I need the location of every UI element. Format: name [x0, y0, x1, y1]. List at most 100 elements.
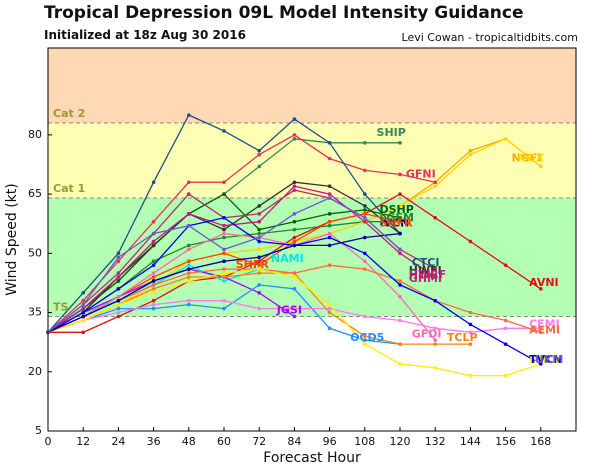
data-point [257, 239, 262, 244]
data-point [222, 306, 226, 311]
series-label-hwrf: HWRF [409, 268, 446, 281]
x-tick-label: 120 [390, 435, 411, 448]
data-point [327, 243, 332, 248]
data-point [468, 152, 473, 157]
data-point [151, 180, 156, 185]
data-point [151, 306, 156, 311]
data-point [222, 231, 226, 236]
data-point [363, 267, 367, 271]
plot-frame [47, 47, 577, 432]
x-tick-label: 24 [111, 435, 125, 448]
series-label-nami: NAMI [271, 252, 304, 265]
series-label-tclp: TCLP [447, 331, 478, 344]
data-point [257, 204, 262, 208]
data-point [327, 196, 332, 200]
data-point [503, 373, 508, 378]
data-point [292, 219, 297, 224]
data-point [363, 219, 367, 224]
series-labels: SHIPGFNINGFINGXDSHPLGEMIVCNSHFRCTCIHWFIG… [236, 126, 564, 366]
series-label-ivcn: IVCN [379, 217, 409, 230]
data-point [222, 180, 226, 185]
data-point [363, 168, 367, 173]
data-point [503, 137, 508, 141]
data-point [222, 215, 226, 220]
data-point [503, 263, 508, 267]
y-axis-label: Wind Speed (kt) [4, 183, 20, 296]
data-point [433, 338, 438, 342]
data-point [433, 180, 438, 185]
band-label-cat-1: Cat 1 [53, 182, 85, 195]
data-point [116, 306, 121, 311]
series-line-hwrf [47, 185, 436, 333]
data-point [363, 342, 367, 346]
data-point [398, 219, 402, 224]
data-point [363, 251, 367, 256]
data-point [398, 192, 402, 196]
series-lines [46, 113, 543, 378]
data-point [222, 251, 226, 256]
series-ctci [46, 113, 402, 335]
series-label-ship: SHIP [377, 126, 406, 139]
data-point [292, 184, 297, 188]
data-point [363, 204, 367, 208]
data-point [292, 180, 297, 185]
data-point [257, 152, 262, 157]
data-point [222, 259, 226, 264]
data-point [363, 314, 367, 319]
data-point [398, 318, 402, 323]
data-point [292, 239, 297, 244]
data-point [327, 156, 332, 161]
data-point [116, 314, 121, 319]
series-label-lgem: LGEM [379, 211, 414, 224]
data-point [503, 342, 508, 346]
data-point [257, 227, 262, 232]
data-point [433, 215, 438, 220]
data-point [257, 306, 262, 311]
data-point [327, 263, 332, 267]
data-point [503, 318, 508, 323]
data-point [222, 235, 226, 240]
data-point [257, 255, 262, 260]
data-point [116, 259, 121, 264]
data-point [468, 239, 473, 244]
data-point [539, 330, 543, 335]
series-label-ukm: UKM [535, 353, 563, 366]
data-point [257, 164, 262, 169]
data-point [327, 231, 332, 236]
data-point [257, 263, 262, 267]
data-point [116, 255, 121, 260]
series-cemi [46, 298, 543, 335]
data-point [398, 279, 402, 283]
series-line-gfdi [47, 232, 436, 341]
y-tick-label: 20 [28, 365, 42, 378]
data-point [363, 212, 367, 216]
intensity-bands: TS Cat 1 Cat 2 [48, 48, 576, 317]
data-point [433, 298, 438, 303]
data-point [81, 306, 85, 311]
data-point [257, 247, 262, 252]
data-point [81, 302, 85, 307]
band-cat-2 [48, 48, 576, 124]
x-tick-label: 96 [323, 435, 337, 448]
data-point [187, 243, 191, 248]
data-point [81, 298, 85, 303]
data-point [222, 192, 226, 196]
x-axis-label: Forecast Hour [263, 450, 361, 466]
data-point [433, 326, 438, 331]
series-label-hwfi: HWFI [409, 264, 442, 277]
y-tick-label: 50 [28, 246, 42, 259]
data-point [292, 117, 297, 121]
series-label-ghmi: GHMI [409, 272, 442, 285]
data-point [151, 271, 156, 275]
data-point [187, 223, 191, 228]
x-tick-label: 48 [182, 435, 196, 448]
data-point [433, 184, 438, 188]
band-cat-1 [48, 123, 576, 199]
x-tick-label: 108 [354, 435, 375, 448]
data-point [116, 310, 121, 315]
data-point [468, 330, 473, 335]
data-point [81, 330, 85, 335]
data-point [116, 294, 121, 299]
data-point [151, 259, 156, 264]
series-label-gfni: GFNI [406, 167, 436, 180]
